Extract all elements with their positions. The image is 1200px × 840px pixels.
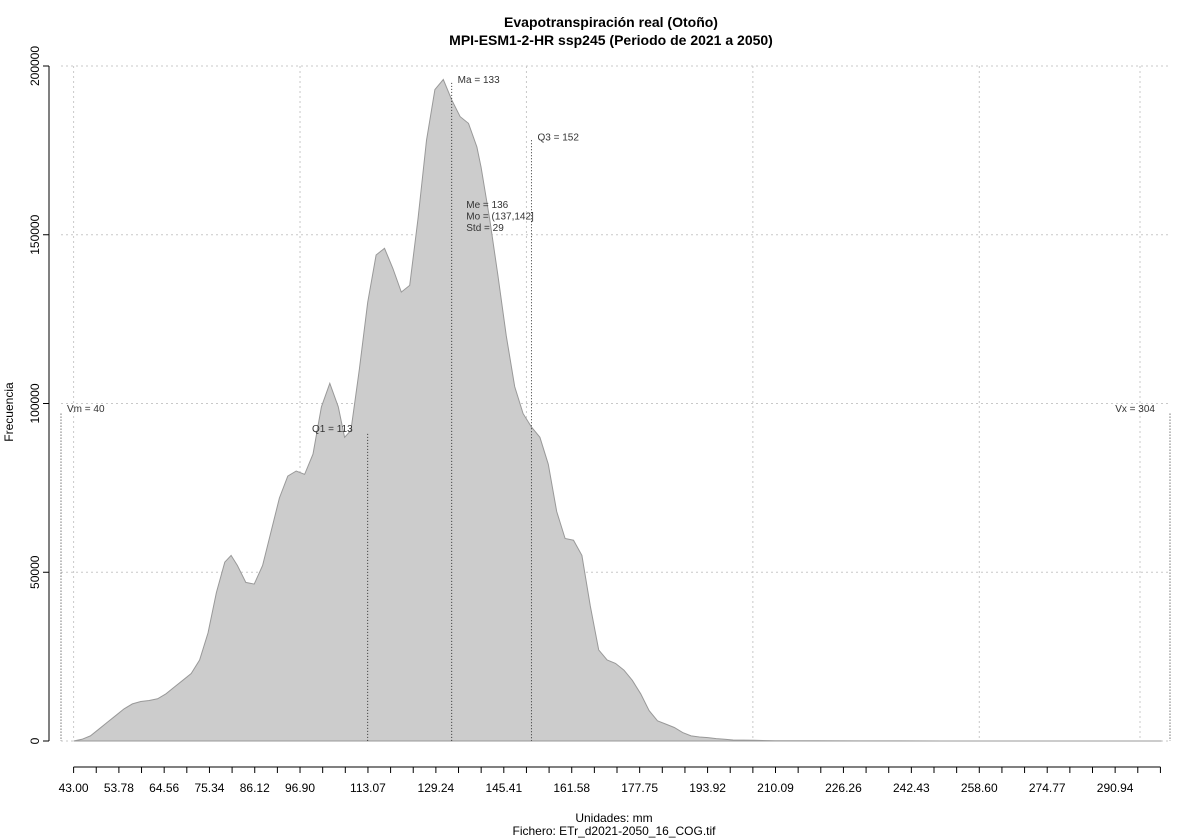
y-axis-title: Frecuencia bbox=[2, 382, 16, 442]
x-tick-label-8: 145.41 bbox=[485, 781, 522, 795]
x-tick-label-3: 75.34 bbox=[194, 781, 224, 795]
x-axis: 43.00 53.78 64.56 75.34 86.12 96.90 113.07 129.… bbox=[59, 766, 1161, 795]
x-tick-label-1: 53.78 bbox=[104, 781, 134, 795]
y-tick-label-0: 0 bbox=[28, 737, 42, 744]
x-tick-label-12: 210.09 bbox=[757, 781, 794, 795]
x-tick-label-2: 64.56 bbox=[149, 781, 179, 795]
chart-title: Evapotranspiración real (Otoño) bbox=[504, 14, 718, 30]
x-tick-label-10: 177.75 bbox=[621, 781, 658, 795]
x-tick-label-14: 242.43 bbox=[893, 781, 930, 795]
x-tick-label-0: 43.00 bbox=[59, 781, 89, 795]
x-tick-label-9: 161.58 bbox=[553, 781, 590, 795]
x-tick-label-4: 86.12 bbox=[240, 781, 270, 795]
x-tick-label-11: 193.92 bbox=[689, 781, 726, 795]
marker-label-4: Vx = 304 bbox=[1115, 404, 1155, 415]
file-caption: Fichero: ETr_d2021-2050_16_COG.tif bbox=[513, 824, 717, 838]
x-tick-label-16: 274.77 bbox=[1029, 781, 1066, 795]
x-tick-label-5: 96.90 bbox=[285, 781, 315, 795]
x-tick-label-17: 290.94 bbox=[1097, 781, 1134, 795]
density-area bbox=[73, 78, 1162, 742]
y-tick-label-3: 150000 bbox=[28, 214, 42, 254]
x-axis-title: Unidades: mm bbox=[575, 811, 652, 825]
stat-std-label: Std = 29 bbox=[466, 223, 504, 234]
marker-label-3: Q3 = 152 bbox=[537, 132, 579, 143]
stat-median-label: Me = 136 bbox=[466, 200, 508, 211]
stats-text-block: Me = 136 Mo = (137,142] Std = 29 bbox=[466, 200, 534, 234]
stat-markers: Vm = 40 Q1 = 113 Ma = 133 Q3 = 152 Vx = 304 bbox=[60, 75, 1171, 741]
x-tick-label-7: 129.24 bbox=[418, 781, 455, 795]
x-tick-label-13: 226.26 bbox=[825, 781, 862, 795]
marker-label-1: Q1 = 113 bbox=[312, 424, 353, 435]
y-tick-label-2: 100000 bbox=[28, 383, 42, 423]
marker-label-2: Ma = 133 bbox=[458, 75, 500, 86]
y-tick-label-1: 50000 bbox=[28, 555, 42, 589]
x-tick-label-15: 258.60 bbox=[961, 781, 998, 795]
stat-mode-label: Mo = (137,142] bbox=[466, 211, 534, 222]
x-tick-label-6: 113.07 bbox=[350, 781, 386, 795]
y-tick-label-4: 200000 bbox=[28, 46, 42, 86]
y-axis: 0 50000 100000 150000 200000 bbox=[28, 46, 50, 744]
marker-label-0: Vm = 40 bbox=[67, 404, 105, 415]
chart-subtitle: MPI-ESM1-2-HR ssp245 (Periodo de 2021 a … bbox=[449, 32, 773, 48]
